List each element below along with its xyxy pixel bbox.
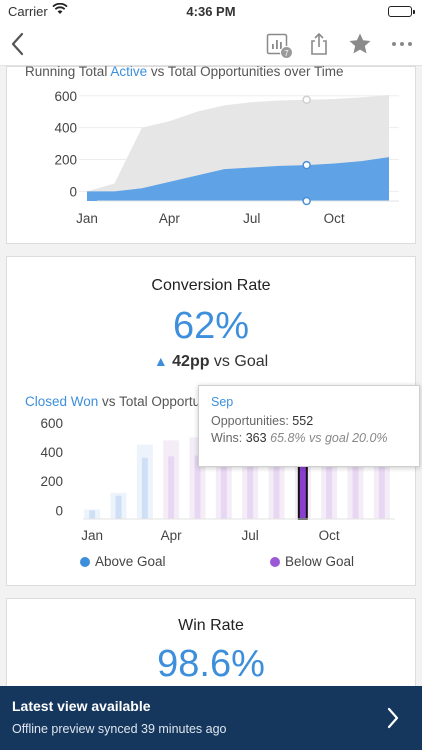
tooltip-wins: Wins: 363 65.8% vs goal 20.0% xyxy=(211,431,388,445)
running-total-chart[interactable]: 0 200 400 600 Jan Apr Jul Oct xyxy=(7,67,415,243)
series-active-area xyxy=(87,157,389,201)
x-tick-label: Jan xyxy=(81,528,103,543)
wins-bar xyxy=(194,455,201,519)
views-badge: 7 xyxy=(280,46,293,59)
banner-title: Latest view available xyxy=(12,698,151,714)
star-icon[interactable] xyxy=(346,30,374,58)
wins-bar xyxy=(168,456,175,519)
y-tick-label: 400 xyxy=(54,121,77,136)
running-total-title: Running Total Active vs Total Opportunit… xyxy=(25,64,344,79)
chevron-right-icon[interactable] xyxy=(386,706,400,735)
y-tick-label: 0 xyxy=(55,503,63,518)
below-goal-dot-icon xyxy=(270,556,280,567)
wins-bar xyxy=(220,454,227,519)
above-goal-dot-icon xyxy=(80,556,90,567)
legend-above-goal[interactable]: Above Goal xyxy=(80,554,166,569)
more-icon[interactable] xyxy=(388,30,416,58)
conversion-value: 62% xyxy=(172,305,250,347)
share-icon[interactable] xyxy=(305,30,333,58)
wins-bar xyxy=(326,455,333,519)
win-rate-title: Win Rate xyxy=(178,617,244,634)
conversion-title: Conversion Rate xyxy=(151,277,271,294)
wins-bar xyxy=(352,454,359,519)
tooltip-opportunities: Opportunities: 552 xyxy=(211,414,314,428)
conversion-delta: ▲ 42pp vs Goal xyxy=(153,353,269,370)
y-tick-label: 0 xyxy=(69,184,77,199)
y-tick-label: 600 xyxy=(54,89,77,104)
views-icon[interactable]: 7 xyxy=(263,30,293,59)
nav-bar: 7 xyxy=(0,24,422,66)
x-tick-label: Apr xyxy=(161,528,183,543)
closed-won-title: Closed Won vs Total Opportu xyxy=(25,394,201,409)
legend-below-goal[interactable]: Below Goal xyxy=(270,554,354,569)
offline-banner[interactable]: Latest view available Offline preview sy… xyxy=(0,686,422,750)
tooltip-month: Sep xyxy=(211,395,234,409)
wins-bar xyxy=(378,454,385,519)
baseline-marker xyxy=(302,196,311,206)
y-tick-label: 200 xyxy=(40,474,63,489)
chart-tooltip: Sep Opportunities: 552 Wins: 363 65.8% v… xyxy=(198,385,420,467)
wins-bar xyxy=(115,495,122,519)
banner-subtitle: Offline preview synced 39 minutes ago xyxy=(12,722,227,736)
total-marker xyxy=(302,95,311,104)
carrier-label: Carrier xyxy=(8,4,48,19)
y-tick-label: 600 xyxy=(40,416,63,431)
wins-bar xyxy=(247,456,254,519)
wins-bar xyxy=(141,457,148,519)
x-tick-label: Oct xyxy=(324,211,345,226)
x-tick-label: Jul xyxy=(243,211,260,226)
back-chevron-icon[interactable] xyxy=(8,30,28,58)
y-tick-label: 200 xyxy=(54,153,77,168)
active-marker xyxy=(302,160,311,170)
battery-icon xyxy=(388,6,415,17)
y-tick-label: 400 xyxy=(40,445,63,460)
win-rate-value: 98.6% xyxy=(157,643,265,685)
x-tick-label: Jan xyxy=(76,211,98,226)
status-bar: Carrier 4:36 PM xyxy=(0,0,422,24)
x-tick-label: Apr xyxy=(159,211,181,226)
wifi-icon xyxy=(52,2,68,18)
up-triangle-icon: ▲ xyxy=(153,353,168,369)
wins-bar xyxy=(89,510,96,519)
x-tick-label: Jul xyxy=(242,528,259,543)
running-total-card: Running Total Active vs Total Opportunit… xyxy=(6,64,416,244)
x-tick-label: Oct xyxy=(319,528,340,543)
wins-bar xyxy=(273,457,280,519)
